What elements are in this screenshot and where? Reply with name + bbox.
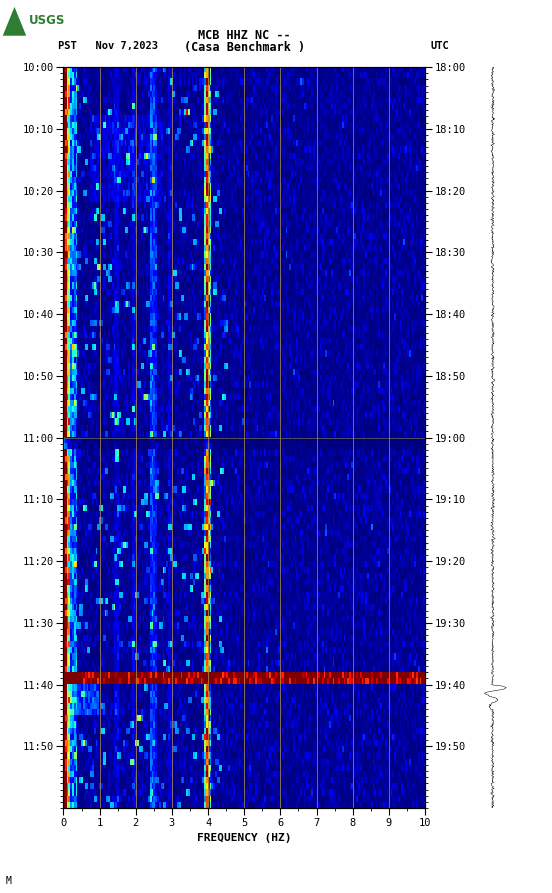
Text: PST   Nov 7,2023: PST Nov 7,2023	[58, 41, 158, 51]
Polygon shape	[3, 7, 26, 36]
Text: USGS: USGS	[29, 14, 65, 27]
Text: MCB HHZ NC --: MCB HHZ NC --	[198, 29, 290, 42]
Text: M: M	[6, 876, 12, 886]
Text: UTC: UTC	[431, 41, 449, 51]
Text: (Casa Benchmark ): (Casa Benchmark )	[184, 41, 305, 54]
X-axis label: FREQUENCY (HZ): FREQUENCY (HZ)	[197, 833, 291, 844]
